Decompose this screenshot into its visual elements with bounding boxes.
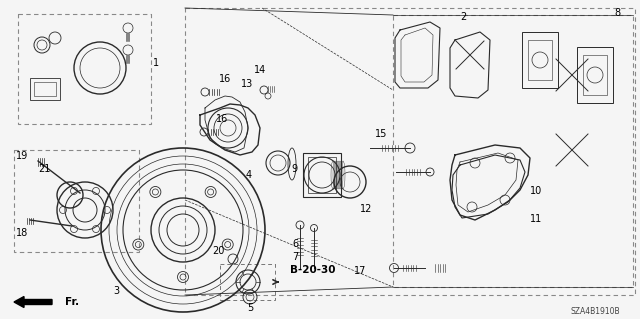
Text: SZA4B1910B: SZA4B1910B: [570, 307, 620, 315]
Bar: [303, 153, 341, 197]
Bar: [34, 82, 56, 96]
Bar: [14, 150, 139, 252]
Text: 5: 5: [247, 303, 253, 313]
Text: 10: 10: [530, 186, 542, 196]
FancyArrow shape: [14, 296, 52, 308]
Text: 18: 18: [16, 228, 28, 238]
Text: 9: 9: [291, 164, 297, 174]
Text: 8: 8: [614, 8, 620, 18]
Bar: [220, 264, 275, 300]
Text: 15: 15: [375, 129, 387, 139]
Bar: [185, 8, 635, 295]
Bar: [577, 47, 613, 103]
Text: 6: 6: [292, 239, 298, 249]
Text: 19: 19: [16, 151, 28, 161]
Text: 2: 2: [460, 12, 466, 22]
Text: 14: 14: [254, 65, 266, 75]
Bar: [522, 32, 558, 88]
Text: 3: 3: [113, 286, 119, 296]
Bar: [308, 157, 336, 193]
Text: 17: 17: [354, 266, 366, 276]
Text: 13: 13: [241, 79, 253, 89]
Text: 21: 21: [38, 164, 50, 174]
Text: 12: 12: [360, 204, 372, 214]
Text: 16: 16: [219, 74, 231, 84]
Bar: [528, 40, 552, 80]
Text: 11: 11: [530, 214, 542, 224]
Text: B-20-30: B-20-30: [290, 265, 335, 275]
Bar: [583, 55, 607, 95]
Bar: [30, 78, 60, 100]
Text: 16: 16: [216, 114, 228, 124]
Text: 7: 7: [292, 252, 298, 262]
Bar: [18, 14, 151, 124]
Text: Fr.: Fr.: [65, 297, 79, 307]
Bar: [393, 15, 633, 287]
Text: 20: 20: [212, 246, 224, 256]
Text: 4: 4: [246, 170, 252, 180]
Text: 1: 1: [153, 58, 159, 68]
